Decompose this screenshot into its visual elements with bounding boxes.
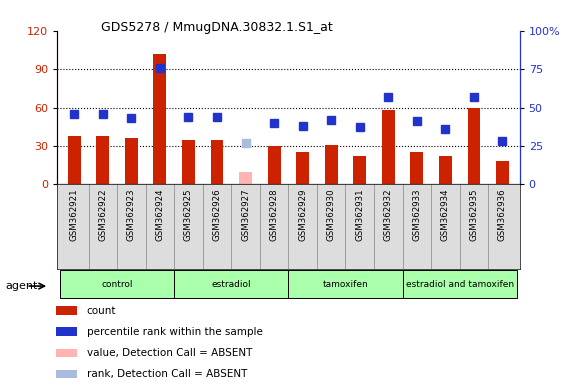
Text: GSM362930: GSM362930 bbox=[327, 189, 336, 241]
Bar bbox=[239, 172, 252, 184]
Bar bbox=[411, 152, 423, 184]
Bar bbox=[296, 152, 309, 184]
Bar bbox=[96, 136, 109, 184]
Bar bbox=[496, 161, 509, 184]
Bar bbox=[68, 136, 81, 184]
Bar bbox=[382, 110, 395, 184]
Bar bbox=[182, 139, 195, 184]
Text: GSM362933: GSM362933 bbox=[412, 189, 421, 241]
Bar bbox=[60, 270, 174, 298]
Bar bbox=[211, 139, 223, 184]
Bar bbox=[439, 156, 452, 184]
Bar bbox=[325, 145, 337, 184]
Text: agent: agent bbox=[6, 281, 38, 291]
Bar bbox=[56, 328, 77, 336]
Bar bbox=[288, 270, 403, 298]
Text: estradiol: estradiol bbox=[211, 280, 251, 289]
Text: percentile rank within the sample: percentile rank within the sample bbox=[87, 327, 263, 337]
Text: GSM362932: GSM362932 bbox=[384, 189, 393, 241]
Text: value, Detection Call = ABSENT: value, Detection Call = ABSENT bbox=[87, 348, 252, 358]
Text: GSM362922: GSM362922 bbox=[98, 189, 107, 241]
Text: GDS5278 / MmugDNA.30832.1.S1_at: GDS5278 / MmugDNA.30832.1.S1_at bbox=[101, 21, 333, 34]
Bar bbox=[56, 349, 77, 357]
Text: GSM362926: GSM362926 bbox=[212, 189, 222, 241]
Bar bbox=[468, 108, 480, 184]
Bar bbox=[56, 370, 77, 378]
Bar bbox=[403, 270, 517, 298]
Bar bbox=[56, 306, 77, 315]
Bar bbox=[125, 138, 138, 184]
Text: count: count bbox=[87, 306, 116, 316]
Text: GSM362931: GSM362931 bbox=[355, 189, 364, 241]
Text: GSM362929: GSM362929 bbox=[298, 189, 307, 241]
Bar bbox=[154, 54, 166, 184]
Text: GSM362927: GSM362927 bbox=[241, 189, 250, 241]
Bar bbox=[353, 156, 366, 184]
Text: GSM362934: GSM362934 bbox=[441, 189, 450, 241]
Text: GSM362935: GSM362935 bbox=[469, 189, 478, 241]
Text: GSM362936: GSM362936 bbox=[498, 189, 507, 241]
Text: GSM362928: GSM362928 bbox=[270, 189, 279, 241]
Text: GSM362924: GSM362924 bbox=[155, 189, 164, 241]
Text: rank, Detection Call = ABSENT: rank, Detection Call = ABSENT bbox=[87, 369, 247, 379]
Text: tamoxifen: tamoxifen bbox=[323, 280, 368, 289]
Text: estradiol and tamoxifen: estradiol and tamoxifen bbox=[405, 280, 514, 289]
Text: GSM362923: GSM362923 bbox=[127, 189, 136, 241]
Text: GSM362925: GSM362925 bbox=[184, 189, 193, 241]
Text: GSM362921: GSM362921 bbox=[70, 189, 79, 241]
Bar bbox=[268, 146, 280, 184]
Bar bbox=[174, 270, 288, 298]
Text: control: control bbox=[101, 280, 133, 289]
